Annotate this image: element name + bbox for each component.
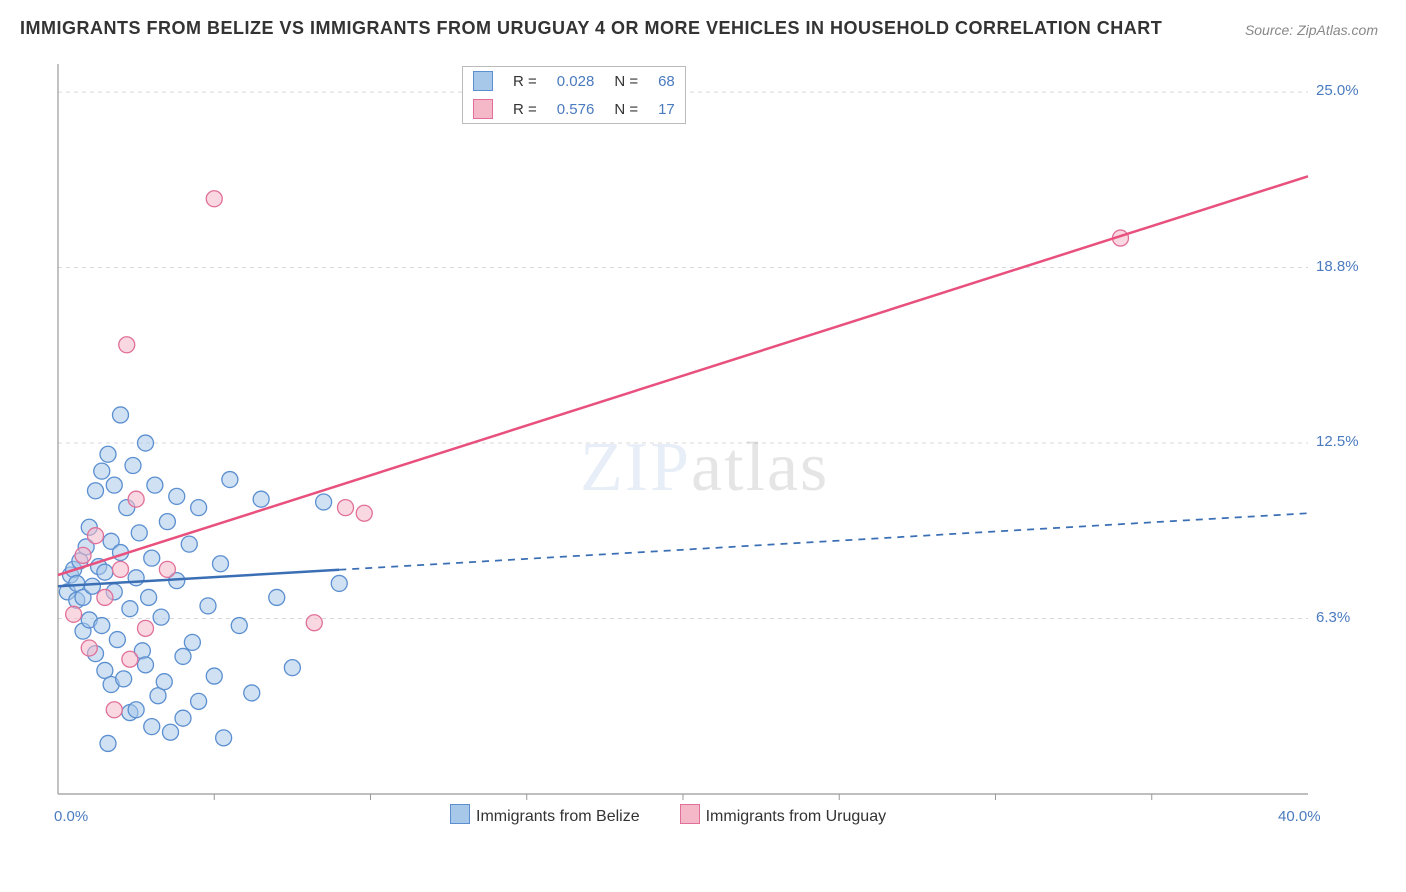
y-tick-label: 6.3% xyxy=(1316,609,1350,626)
stat-n-label: N = xyxy=(604,67,648,95)
scatter-point xyxy=(113,407,129,423)
scatter-point xyxy=(109,632,125,648)
scatter-point xyxy=(128,570,144,586)
scatter-point xyxy=(244,685,260,701)
scatter-point xyxy=(200,598,216,614)
scatter-point xyxy=(191,500,207,516)
scatter-point xyxy=(156,674,172,690)
scatter-point xyxy=(169,488,185,504)
scatter-point xyxy=(356,505,372,521)
scatter-point xyxy=(119,337,135,353)
scatter-point xyxy=(66,606,82,622)
scatter-point xyxy=(88,483,104,499)
scatter-point xyxy=(175,648,191,664)
chart-area: ZIPatlas R =0.028N =68R =0.576N =17 6.3%… xyxy=(50,58,1368,828)
scatter-point xyxy=(97,564,113,580)
scatter-point xyxy=(94,618,110,634)
scatter-point xyxy=(338,500,354,516)
scatter-point xyxy=(125,458,141,474)
scatter-point xyxy=(128,702,144,718)
scatter-point xyxy=(128,491,144,507)
scatter-point xyxy=(163,724,179,740)
scatter-point xyxy=(106,702,122,718)
y-tick-label: 18.8% xyxy=(1316,258,1359,275)
scatter-point xyxy=(216,730,232,746)
scatter-point xyxy=(84,578,100,594)
scatter-point xyxy=(253,491,269,507)
scatter-point xyxy=(269,589,285,605)
scatter-point xyxy=(94,463,110,479)
scatter-point xyxy=(100,735,116,751)
series-legend-item: Immigrants from Uruguay xyxy=(680,808,887,825)
scatter-point xyxy=(75,547,91,563)
scatter-point xyxy=(131,525,147,541)
scatter-point xyxy=(144,719,160,735)
scatter-point xyxy=(100,446,116,462)
scatter-point xyxy=(306,615,322,631)
scatter-point xyxy=(175,710,191,726)
chart-title: IMMIGRANTS FROM BELIZE VS IMMIGRANTS FRO… xyxy=(20,18,1162,39)
scatter-point xyxy=(153,609,169,625)
scatter-chart-svg xyxy=(50,58,1368,828)
scatter-point xyxy=(206,191,222,207)
scatter-point xyxy=(138,620,154,636)
scatter-point xyxy=(284,660,300,676)
series-legend-label: Immigrants from Belize xyxy=(476,808,640,825)
series-legend-label: Immigrants from Uruguay xyxy=(706,808,887,825)
scatter-point xyxy=(116,671,132,687)
scatter-point xyxy=(184,634,200,650)
scatter-point xyxy=(231,618,247,634)
x-axis-min-label: 0.0% xyxy=(54,808,88,825)
scatter-point xyxy=(122,601,138,617)
y-tick-label: 25.0% xyxy=(1316,82,1359,99)
scatter-point xyxy=(159,514,175,530)
scatter-point xyxy=(181,536,197,552)
scatter-point xyxy=(113,561,129,577)
stat-legend-row: R =0.576N =17 xyxy=(463,95,685,123)
scatter-point xyxy=(138,657,154,673)
legend-swatch xyxy=(473,71,493,91)
scatter-point xyxy=(138,435,154,451)
scatter-point xyxy=(122,651,138,667)
stat-r-label: R = xyxy=(503,95,547,123)
scatter-point xyxy=(106,477,122,493)
series-legend-item: Immigrants from Belize xyxy=(450,808,640,825)
scatter-point xyxy=(213,556,229,572)
scatter-point xyxy=(331,575,347,591)
stat-r-label: R = xyxy=(503,67,547,95)
source-attribution: Source: ZipAtlas.com xyxy=(1245,22,1378,38)
scatter-point xyxy=(191,693,207,709)
x-axis-max-label: 40.0% xyxy=(1278,808,1321,825)
scatter-point xyxy=(88,528,104,544)
stat-r-value: 0.028 xyxy=(547,67,605,95)
legend-swatch xyxy=(680,804,700,824)
scatter-point xyxy=(316,494,332,510)
scatter-point xyxy=(222,472,238,488)
stat-r-value: 0.576 xyxy=(547,95,605,123)
scatter-point xyxy=(144,550,160,566)
correlation-stats-legend: R =0.028N =68R =0.576N =17 xyxy=(462,66,686,124)
scatter-point xyxy=(141,589,157,605)
stat-legend-row: R =0.028N =68 xyxy=(463,67,685,95)
scatter-point xyxy=(147,477,163,493)
legend-swatch xyxy=(450,804,470,824)
stat-n-value: 68 xyxy=(648,67,685,95)
legend-swatch xyxy=(473,99,493,119)
scatter-point xyxy=(159,561,175,577)
y-tick-label: 12.5% xyxy=(1316,433,1359,450)
stat-n-value: 17 xyxy=(648,95,685,123)
stat-n-label: N = xyxy=(604,95,648,123)
series-legend: Immigrants from Belize Immigrants from Ur… xyxy=(450,804,926,826)
scatter-point xyxy=(206,668,222,684)
scatter-point xyxy=(81,640,97,656)
scatter-point xyxy=(97,589,113,605)
